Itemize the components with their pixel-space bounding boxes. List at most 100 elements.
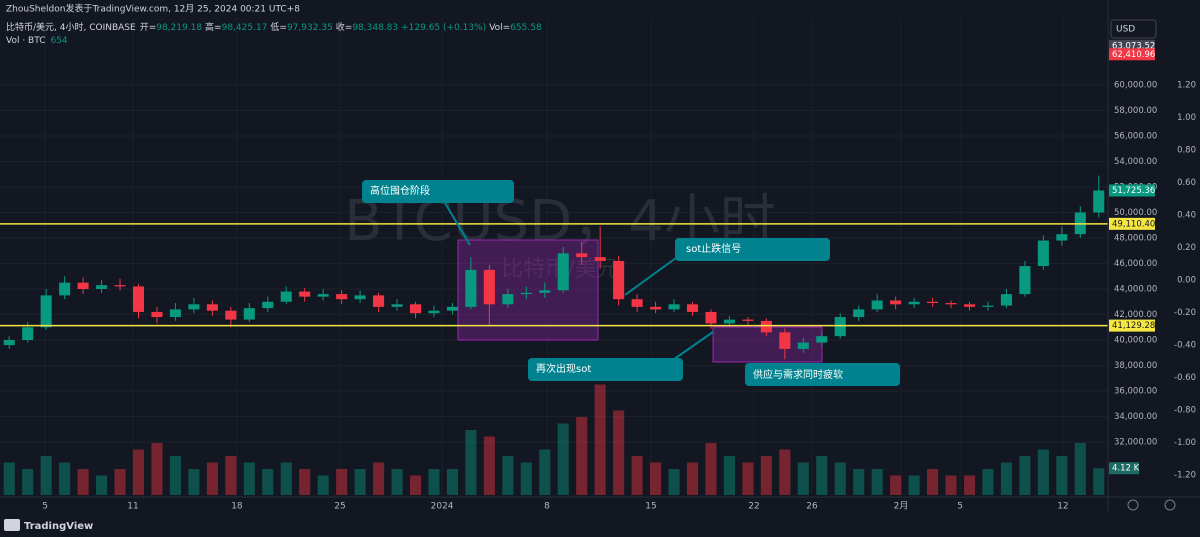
- volume-bar: [1074, 443, 1086, 495]
- y-tick-label: 36,000.00: [1114, 386, 1157, 396]
- vol-length: 654: [50, 36, 67, 46]
- candle-body: [502, 294, 514, 305]
- candle-body: [668, 304, 680, 310]
- candle-body: [945, 303, 957, 305]
- volume-bar: [502, 456, 514, 495]
- volume-bar: [96, 475, 108, 495]
- candle-body: [871, 300, 883, 310]
- price-label: 62,410.96: [1112, 50, 1155, 60]
- volume-bar: [262, 469, 274, 495]
- callout-text: 供应与需求同时疲软: [753, 368, 843, 381]
- volume-bar: [927, 469, 939, 495]
- ohlc-value: 98,425.17: [222, 23, 268, 33]
- x-tick-label: 18: [231, 502, 243, 512]
- volume-bar: [3, 462, 15, 495]
- grid-layer: [0, 18, 1108, 495]
- volume-bar: [354, 469, 366, 495]
- volume-bar: [539, 449, 551, 495]
- price-tag: [1109, 48, 1155, 61]
- settings-icon[interactable]: [1164, 499, 1176, 511]
- volume-tag: [1109, 462, 1139, 475]
- level-tag: [1109, 217, 1155, 230]
- vol-key: Vol=: [489, 23, 510, 33]
- candle-body: [409, 304, 422, 314]
- ohlc-value: 98,219.18: [156, 23, 202, 33]
- x-tick-label: 5: [42, 502, 48, 512]
- settings-icon[interactable]: [1127, 499, 1139, 511]
- volume-bar: [797, 462, 809, 495]
- candle-body: [853, 309, 865, 318]
- candle-body: [225, 310, 237, 320]
- x-tick-label: 8: [544, 502, 550, 512]
- y2-tick-label: -0.60: [1174, 373, 1196, 383]
- volume-bar: [834, 462, 846, 495]
- candle-body: [373, 295, 385, 307]
- candle-body: [1000, 294, 1012, 306]
- y2-tick-label: -1.20: [1174, 471, 1196, 481]
- volume-bar: [686, 462, 699, 495]
- byline: ZhouSheldon发表于TradingView.com, 12月 25, 2…: [6, 3, 300, 15]
- ohlc-key: 高=: [205, 21, 222, 33]
- y2-tick-label: 0.20: [1177, 243, 1196, 253]
- callout-text: sot止跌信号: [686, 242, 741, 255]
- volume-bar: [391, 469, 403, 495]
- callout-pointer: [624, 254, 681, 296]
- volume-bar: [428, 469, 440, 495]
- candle-body: [613, 260, 625, 300]
- x-tick-label: 5: [957, 502, 963, 512]
- y2-tick-label: 0.00: [1177, 275, 1196, 285]
- volume-bar: [206, 462, 218, 495]
- volume-bar: [1037, 449, 1049, 495]
- y2-tick-label: 0.80: [1177, 145, 1196, 155]
- volume-bar: [446, 469, 458, 495]
- volume-bar: [594, 384, 606, 495]
- candle-body: [982, 305, 994, 307]
- range-box: [457, 239, 599, 341]
- candle-body: [539, 290, 551, 293]
- candle-body: [77, 282, 89, 289]
- candle-body: [3, 339, 15, 346]
- change: +129.65 (+0.13%): [401, 23, 486, 33]
- volume-bar: [908, 475, 920, 495]
- volume-label: 4.12 K: [1112, 464, 1140, 474]
- x-tick-label: 11: [127, 502, 138, 512]
- currency-button[interactable]: [1110, 19, 1157, 39]
- volume-bar: [40, 456, 52, 495]
- volume-bar: [1000, 462, 1012, 495]
- volume-bar: [705, 443, 717, 495]
- ohlc-key: 收=: [336, 21, 353, 33]
- y2-tick-label: 1.00: [1177, 113, 1196, 123]
- y2-tick-label: 0.40: [1177, 210, 1196, 220]
- volume-bar: [373, 462, 385, 495]
- y-tick-label: 46,000.00: [1114, 259, 1157, 269]
- y-tick-label: 60,000.00: [1114, 81, 1157, 91]
- candle-body: [705, 311, 717, 324]
- volume-bar: [336, 469, 348, 495]
- footer-logo: TradingView: [24, 521, 93, 532]
- logo-icon: [4, 519, 20, 531]
- y2-tick-label: -0.20: [1174, 308, 1196, 318]
- volume-bar: [22, 469, 34, 495]
- volume-bar: [723, 456, 735, 495]
- candle-body: [1037, 240, 1049, 267]
- ohlc-value: 97,932.35: [287, 23, 333, 33]
- candle-body: [206, 304, 218, 311]
- volume-bar: [114, 469, 126, 495]
- volume-bar: [945, 475, 957, 495]
- y2-tick-label: -0.40: [1174, 340, 1196, 350]
- volume-bar: [409, 475, 422, 495]
- y-tick-label: 54,000.00: [1114, 157, 1157, 167]
- candle-body: [262, 301, 274, 309]
- volume-bar: [132, 449, 145, 495]
- volume-bar: [631, 456, 643, 495]
- candle-body: [243, 308, 255, 320]
- legend: 比特币/美元, 4小时, COINBASE 开=98,219.18 高=98,425…: [6, 21, 542, 33]
- candle-body: [428, 310, 440, 314]
- y-tick-label: 48,000.00: [1114, 233, 1157, 243]
- y-tick-label: 32,000.00: [1114, 437, 1157, 447]
- candle-body: [1019, 266, 1031, 295]
- currency: USD: [1116, 25, 1135, 35]
- volume-bar: [668, 469, 680, 495]
